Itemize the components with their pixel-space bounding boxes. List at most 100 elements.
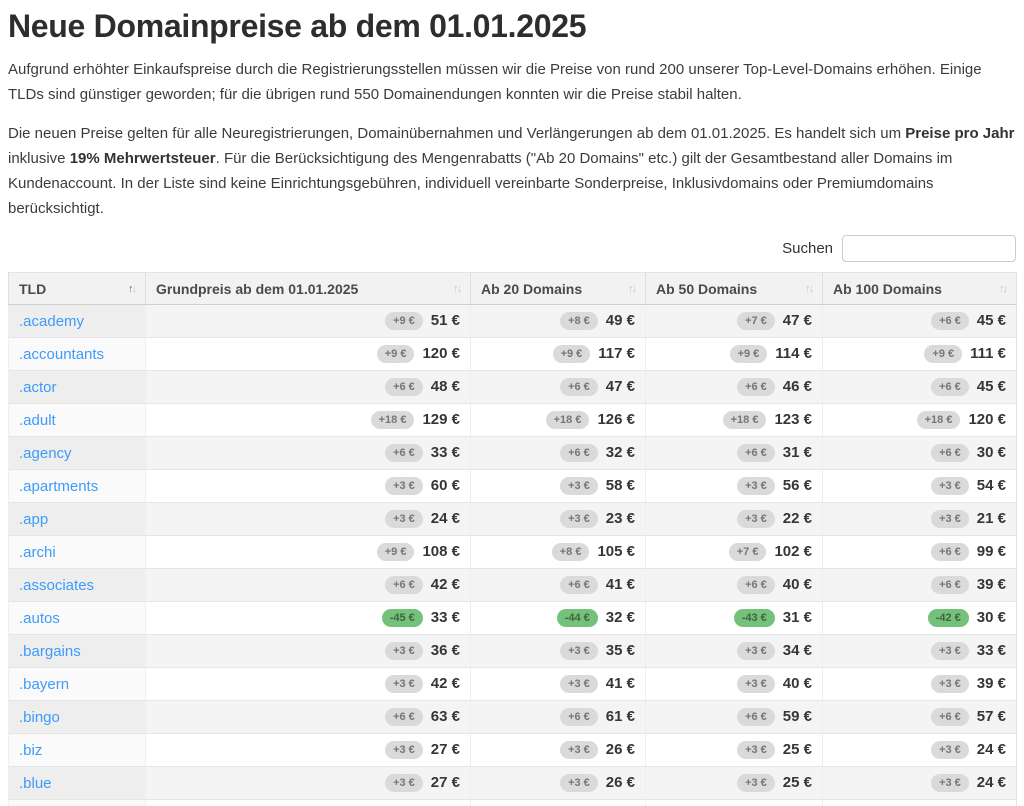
price-value: 49 € bbox=[605, 312, 635, 329]
price-increase-badge: +9 € bbox=[924, 345, 963, 363]
price-value: 33 € bbox=[430, 444, 460, 461]
tld-link[interactable]: .biz bbox=[19, 741, 43, 759]
price-decrease-badge: -43 € bbox=[733, 609, 775, 627]
column-header-label: Grundpreis ab dem 01.01.2025 bbox=[156, 281, 359, 297]
price-increase-badge: +3 € bbox=[385, 477, 423, 495]
column-header-tld[interactable]: TLD ↑↓ bbox=[8, 272, 146, 305]
table-row: .bond -45 €33 €-44 €32 €-43 €31 €-42 €30… bbox=[8, 799, 1017, 806]
price-value: 42 € bbox=[430, 576, 460, 593]
price-increase-badge: +18 € bbox=[916, 411, 961, 429]
price-increase-badge: +6 € bbox=[560, 576, 598, 594]
tld-link[interactable]: .apartments bbox=[19, 477, 99, 495]
price-increase-badge: +9 € bbox=[376, 543, 415, 561]
column-header-ab-100-domains[interactable]: Ab 100 Domains ↑↓ bbox=[822, 272, 1017, 305]
price-value: 41 € bbox=[605, 675, 635, 692]
tld-link[interactable]: .adult bbox=[19, 411, 56, 429]
price-value: 123 € bbox=[774, 411, 812, 428]
price-value: 108 € bbox=[422, 543, 460, 560]
intro-text: inklusive bbox=[8, 150, 70, 167]
sort-arrows-icon: ↑↓ bbox=[805, 283, 814, 295]
intro-paragraph-1: Aufgrund erhöhter Einkaufspreise durch d… bbox=[8, 61, 982, 103]
table-row: .apartments +3 €60 € +3 €58 € +3 €56 € +3 €… bbox=[8, 469, 1017, 503]
table-row: .autos -45 € 33 € -44 € 32 € -43 € 31 € -42 € 3… bbox=[8, 601, 1017, 635]
tld-cell: .bayern bbox=[8, 667, 146, 701]
search-label: Suchen bbox=[782, 240, 833, 257]
tld-link[interactable]: .bingo bbox=[19, 708, 60, 726]
price-cell: +3 € 41 € bbox=[470, 667, 646, 701]
price-value: 105 € bbox=[597, 543, 635, 560]
price-cell: -42 €30 € bbox=[822, 799, 1017, 806]
table-row: .bingo +6 € 63 € +6 € 61 € +6 € 59 € +6 € 57 € bbox=[8, 700, 1017, 734]
sort-arrows-icon: ↑↓ bbox=[628, 283, 637, 295]
tld-link[interactable]: .agency bbox=[19, 444, 72, 462]
price-cell: +6 € 57 € bbox=[822, 700, 1017, 734]
price-cell: -45 € 33 € bbox=[145, 601, 471, 635]
price-cell: +3 € 24 € bbox=[822, 766, 1017, 800]
table-row: .archi +9 € 108 € +8 € 105 € +7 € 102 € +6 € 99… bbox=[8, 535, 1017, 569]
column-header-ab-20-domains[interactable]: Ab 20 Domains ↑↓ bbox=[470, 272, 646, 305]
tld-link[interactable]: .autos bbox=[19, 609, 60, 627]
price-cell: +9 € 117 € bbox=[470, 337, 646, 371]
price-cell: +8 € 105 € bbox=[470, 535, 646, 569]
table-header-row: TLD ↑↓ Grundpreis ab dem 01.01.2025 ↑↓ Ab 20… bbox=[8, 272, 1017, 305]
price-increase-badge: +3 € bbox=[931, 675, 969, 693]
price-cell: +6 € 32 € bbox=[470, 436, 646, 470]
price-value: 24 € bbox=[430, 510, 460, 527]
tld-link[interactable]: .bayern bbox=[19, 675, 70, 693]
price-increase-badge: +3 € bbox=[737, 774, 775, 792]
price-increase-badge: +3 € bbox=[931, 774, 969, 792]
price-increase-badge: +6 € bbox=[385, 444, 423, 462]
price-decrease-badge: -42 € bbox=[927, 609, 969, 627]
intro-bold-text: Preise pro Jahr bbox=[905, 125, 1015, 142]
search-input[interactable] bbox=[842, 235, 1016, 262]
price-increase-badge: +9 € bbox=[376, 345, 415, 363]
table-row: .agency +6 € 33 € +6 € 32 € +6 € 31 € +6 € 30 € bbox=[8, 436, 1017, 470]
tld-link[interactable]: .associates bbox=[19, 576, 95, 594]
price-cell: +3 € 25 € bbox=[645, 766, 823, 800]
column-header-grundpreis-ab-dem-01-01-2025[interactable]: Grundpreis ab dem 01.01.2025 ↑↓ bbox=[145, 272, 471, 305]
tld-link[interactable]: .blue bbox=[19, 774, 52, 792]
price-cell: -44 €32 € bbox=[470, 799, 646, 806]
tld-link[interactable]: .academy bbox=[19, 312, 85, 330]
price-cell: +3 € 23 € bbox=[470, 502, 646, 536]
price-value: 23 € bbox=[605, 510, 635, 527]
price-value: 61 € bbox=[605, 708, 635, 725]
price-value: 51 € bbox=[430, 312, 460, 329]
price-value: 27 € bbox=[430, 774, 460, 791]
price-decrease-badge: -44 € bbox=[556, 609, 598, 627]
price-value: 40 € bbox=[782, 675, 812, 692]
price-cell: +6 € 61 € bbox=[470, 700, 646, 734]
price-cell: -44 € 32 € bbox=[470, 601, 646, 635]
price-cell: +3 € 56 € bbox=[645, 469, 823, 503]
price-value: 35 € bbox=[605, 642, 635, 659]
tld-link[interactable]: .app bbox=[19, 510, 49, 528]
price-cell: +3 € 58 € bbox=[470, 469, 646, 503]
intro-bold-text: 19% Mehrwertsteuer bbox=[69, 150, 216, 167]
tld-link[interactable]: .actor bbox=[19, 378, 57, 396]
price-cell: +3 € 33 € bbox=[822, 634, 1017, 668]
column-header-label: Ab 20 Domains bbox=[481, 281, 583, 297]
price-cell: +3 € 40 € bbox=[645, 667, 823, 701]
price-increase-badge: +6 € bbox=[737, 444, 775, 462]
tld-link[interactable]: .accountants bbox=[19, 345, 105, 363]
column-header-ab-50-domains[interactable]: Ab 50 Domains ↑↓ bbox=[645, 272, 823, 305]
price-value: 63 € bbox=[430, 708, 460, 725]
price-value: 32 € bbox=[605, 444, 635, 461]
price-value: 56 € bbox=[782, 477, 812, 494]
price-increase-badge: +3 € bbox=[931, 741, 969, 759]
price-cell: +6 € 46 € bbox=[645, 370, 823, 404]
price-cell: +3 € 21 € bbox=[822, 502, 1017, 536]
tld-link[interactable]: .archi bbox=[19, 543, 56, 561]
price-value: 32 € bbox=[605, 609, 635, 626]
table-row: .adult +18 €129 € +18 €126 € +18 €123 € +18… bbox=[8, 403, 1017, 437]
price-cell: +3 € 27 € bbox=[145, 766, 471, 800]
tld-link[interactable]: .bargains bbox=[19, 642, 81, 660]
price-increase-badge: +18 € bbox=[370, 411, 415, 429]
table-row: .bargains +3 € 36 € +3 € 35 € +3 € 34 € +3 € 33… bbox=[8, 634, 1017, 668]
tld-cell: .associates bbox=[8, 568, 146, 602]
price-increase-badge: +3 € bbox=[737, 741, 775, 759]
price-increase-badge: +6 € bbox=[737, 378, 775, 396]
price-increase-badge: +7 € bbox=[737, 312, 775, 330]
price-cell: +6 € 33 € bbox=[145, 436, 471, 470]
